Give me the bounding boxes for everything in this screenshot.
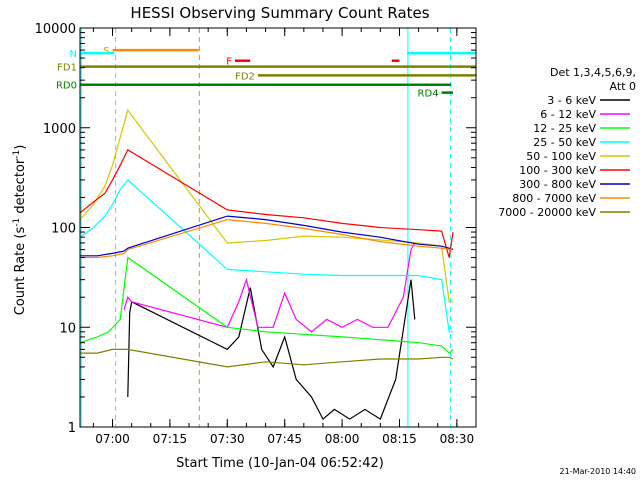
series-line <box>127 279 416 421</box>
series-layer <box>80 108 454 421</box>
flag-bar-label: F <box>226 57 232 68</box>
legend-entry-label: 800 - 7000 keV <box>512 192 596 205</box>
x-tick-label: 07:00 <box>95 432 130 446</box>
legend-header-1: Det 1,3,4,5,6,9, <box>550 66 636 79</box>
time-markers <box>80 28 451 427</box>
x-axis-label: Start Time (10-Jan-04 06:52:42) <box>176 456 384 471</box>
series-line <box>80 215 454 257</box>
legend-header-2: Att 0 <box>610 80 636 93</box>
x-axis: 07:00 07:15 07:30 07:45 08:00 08:15 08:30 <box>92 28 477 446</box>
x-tick-label: 08:15 <box>382 432 417 446</box>
legend-entry-label: 25 - 50 keV <box>533 136 596 149</box>
series-line <box>80 256 454 354</box>
x-tick-label: 08:30 <box>440 432 475 446</box>
legend-entry-label: 300 - 800 keV <box>519 178 596 191</box>
y-tick-label: 10 <box>59 321 76 336</box>
series-line <box>80 348 454 368</box>
series-line <box>80 149 454 258</box>
flag-bar-label: FD1 <box>57 63 77 74</box>
y-axis-label-main: Count Rate (s <box>13 227 28 316</box>
flag-bar-label: S <box>103 46 109 57</box>
flag-bars: S N F FD1 FD2 RD0 RD4 <box>56 46 476 100</box>
flag-bar-label: RD0 <box>56 81 77 92</box>
y-tick-label: 1 <box>68 421 76 436</box>
series-line <box>80 108 453 303</box>
flag-bar-label: RD4 <box>418 89 439 100</box>
series-line <box>123 242 416 333</box>
chart-title: HESSI Observing Summary Count Rates <box>130 4 429 22</box>
x-tick-label: 07:30 <box>210 432 245 446</box>
legend-entry-label: 6 - 12 keV <box>540 108 596 121</box>
flag-bar-label: N <box>70 49 77 60</box>
series-line <box>80 179 453 333</box>
y-axis-label-sup2: -1 <box>12 150 22 159</box>
x-tick-label: 08:00 <box>325 432 360 446</box>
legend-entry-label: 12 - 25 keV <box>533 122 596 135</box>
x-tick-label: 07:15 <box>153 432 188 446</box>
flag-bar-label: FD2 <box>235 71 255 82</box>
y-tick-label: 1000 <box>43 122 76 137</box>
y-tick-label: 10000 <box>35 22 76 37</box>
legend-entry-label: 3 - 6 keV <box>547 94 596 107</box>
y-axis-label-sup1: -1 <box>12 218 22 227</box>
y-axis-label-end: ) <box>13 145 28 150</box>
legend-entry-label: 7000 - 20000 keV <box>498 206 596 219</box>
legend-entry-label: 50 - 100 keV <box>526 150 596 163</box>
y-tick-label: 100 <box>51 222 76 237</box>
footer-date: 21-Mar-2010 14:40 <box>560 467 637 476</box>
y-axis-label-mid: detector <box>13 158 28 218</box>
legend-entry-label: 100 - 300 keV <box>519 164 596 177</box>
series-line <box>80 218 454 259</box>
x-tick-label: 07:45 <box>267 432 302 446</box>
y-axis-label: Count Rate (s-1 detector-1) <box>12 145 28 316</box>
y-axis: 1 10 100 1000 10000 <box>35 22 476 436</box>
